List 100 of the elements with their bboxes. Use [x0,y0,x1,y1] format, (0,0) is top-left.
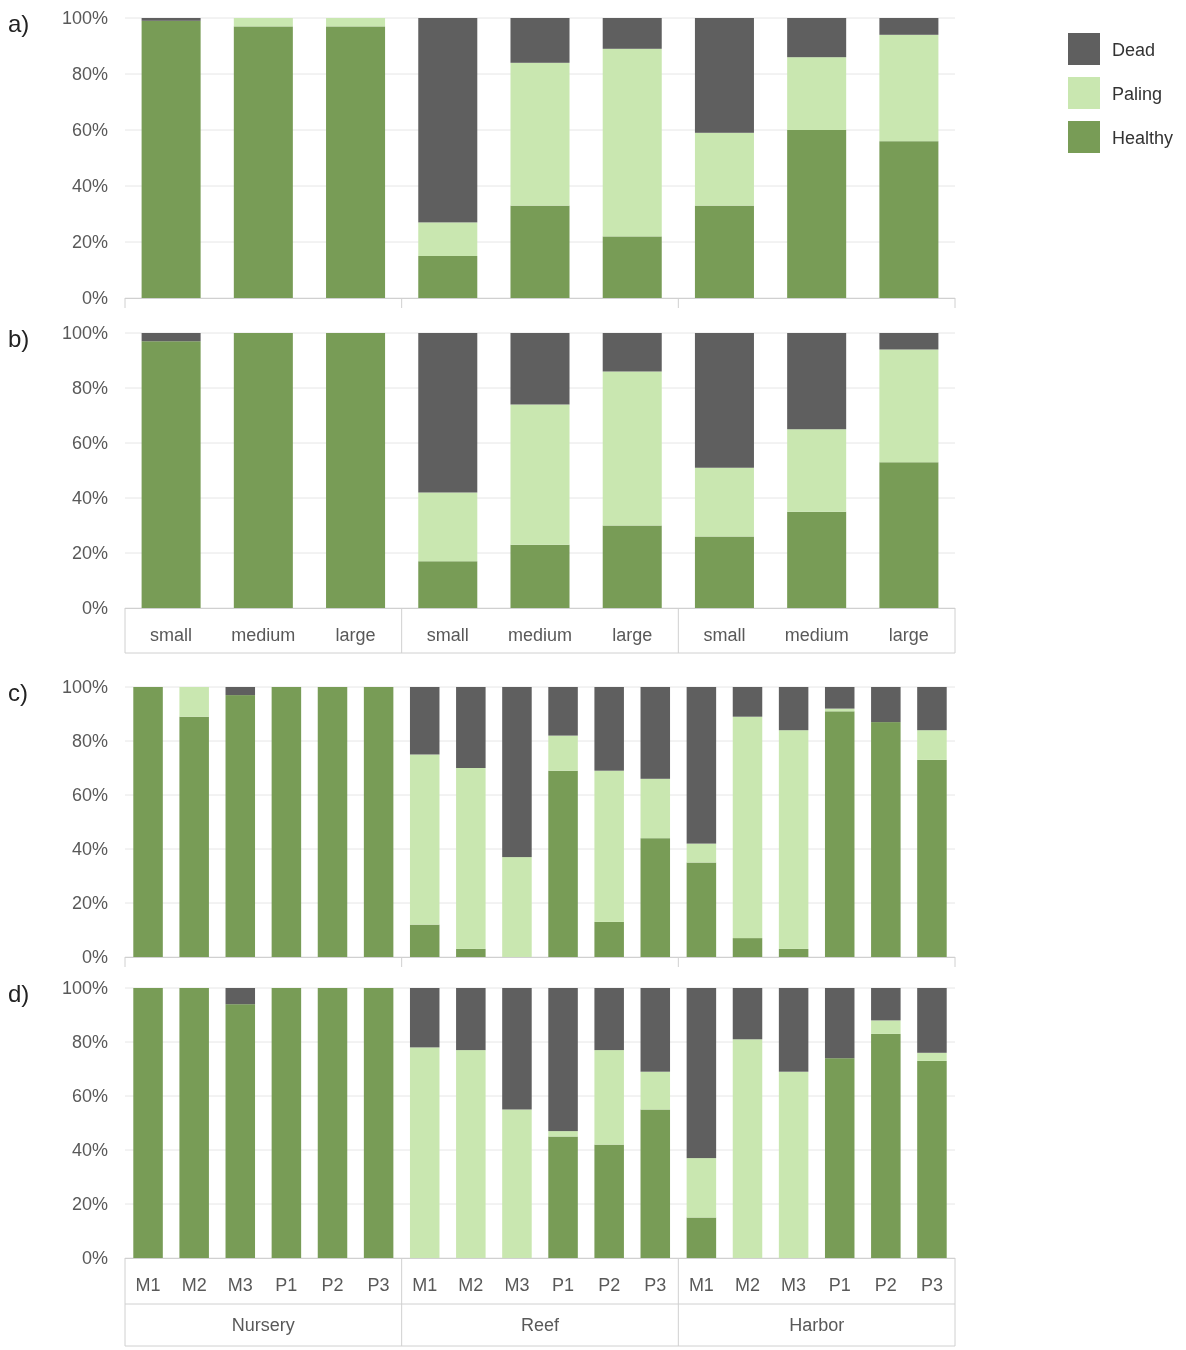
y-tick-label: 80% [71,731,108,752]
x-tick-label: M2 [181,1275,207,1296]
bar [133,687,163,957]
y-tick-label: 20% [71,893,108,914]
x-tick-label: large [612,625,653,646]
legend-label: Healthy [1112,128,1174,149]
bar [778,1071,809,1258]
bar [686,1158,717,1218]
bar [456,948,486,957]
bar [732,687,763,717]
bar [917,759,947,957]
bar [824,1058,855,1258]
bar [548,735,578,771]
bar [179,988,209,1258]
bar [602,525,662,608]
bar [871,722,901,957]
bar [787,429,847,512]
bar [409,687,440,755]
bar [456,1050,486,1258]
bar [594,770,624,922]
x-tick-label: P3 [367,1275,390,1296]
x-tick-label: large [335,625,376,646]
x-tick-label: P1 [552,1275,575,1296]
bar [502,857,532,957]
bar [640,988,671,1072]
y-tick-label: 60% [71,120,108,141]
bar [179,716,209,957]
bar [686,988,717,1159]
bar [233,18,293,27]
bar [548,687,578,736]
chart-title: c) [8,679,28,707]
bar [917,988,947,1053]
x-tick-label: P2 [321,1275,344,1296]
bar [787,333,847,430]
bar [363,988,394,1258]
text: Reef [520,1315,560,1336]
bar [917,687,947,731]
x-tick-label: M3 [781,1275,807,1296]
y-tick-label: 40% [71,488,108,509]
bar [602,333,662,372]
bar [548,1131,578,1137]
bar [694,333,754,468]
bar [778,948,809,957]
x-tick-label: P2 [598,1275,621,1296]
bar [510,544,570,608]
bar [686,687,717,844]
bar [640,838,671,957]
bar [778,730,809,949]
y-tick-label: 60% [71,1086,108,1107]
bar [409,988,440,1048]
bar [233,26,293,298]
y-tick-label: 40% [71,839,108,860]
bar [594,921,624,957]
bar [418,333,478,493]
x-tick-label: small [426,625,469,646]
y-tick-label: 40% [71,176,108,197]
bar [363,687,394,957]
bar [824,988,855,1059]
bar [326,333,386,608]
chart-title: d) [8,980,30,1008]
bar [548,1136,578,1258]
bar [141,18,201,21]
x-tick-label: small [150,625,193,646]
legend-label: Paling [1112,84,1163,105]
bar [686,843,717,863]
bar [602,48,662,237]
bar [787,130,847,298]
text: Nursery [231,1315,295,1336]
bar [732,938,763,957]
bar [694,18,754,133]
bar [594,1050,624,1145]
x-tick-label: M2 [458,1275,484,1296]
bar [824,687,855,709]
bar [418,18,478,223]
y-tick-label: 80% [71,378,108,399]
bar [510,62,570,206]
y-tick-label: 0% [81,288,108,309]
bar [510,205,570,298]
bar [141,333,201,342]
x-tick-label: M1 [688,1275,714,1296]
bar [594,1144,624,1258]
x-tick-label: P2 [874,1275,897,1296]
y-tick-label: 80% [71,64,108,85]
bar [694,132,754,206]
bar [233,333,293,608]
bar [879,18,939,35]
bar [326,18,386,27]
y-tick-label: 20% [71,232,108,253]
y-tick-label: 100% [61,677,108,698]
bar [510,333,570,405]
bar [602,236,662,298]
bar [510,18,570,63]
bar [871,687,901,723]
bar [409,1047,440,1258]
bar [879,333,939,350]
x-tick-label: M1 [412,1275,438,1296]
bar [326,26,386,298]
y-tick-label: 80% [71,1032,108,1053]
bar [456,988,486,1051]
bar [602,18,662,49]
